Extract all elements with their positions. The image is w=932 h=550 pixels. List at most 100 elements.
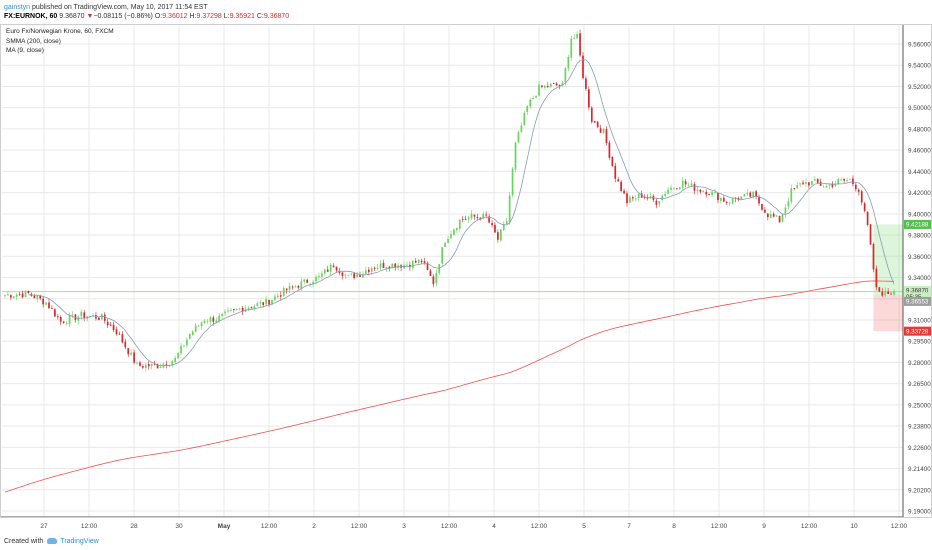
candle — [705, 189, 708, 198]
candle — [33, 293, 36, 299]
candle — [183, 344, 185, 348]
candle-body — [142, 366, 144, 368]
candle — [535, 94, 537, 99]
candle — [139, 360, 141, 367]
candle — [555, 82, 558, 86]
candle-body — [699, 189, 702, 192]
candle — [781, 213, 784, 223]
candle-body — [262, 302, 265, 306]
candle — [541, 85, 543, 89]
candle-body — [837, 178, 840, 184]
candle — [455, 227, 458, 233]
candle-body — [570, 38, 573, 58]
candle-body — [781, 214, 784, 222]
candle-body — [546, 85, 549, 88]
candle-body — [855, 184, 857, 190]
candle — [758, 194, 760, 207]
price-chart[interactable]: 9.56000 9.54000 9.52000 9.50000 9.48000 9.460… — [0, 24, 932, 532]
candle — [793, 187, 796, 191]
candle-body — [200, 322, 203, 327]
y-tick-label: 9.19000 — [908, 509, 931, 516]
candle-body — [473, 214, 476, 217]
candle-body — [626, 193, 628, 204]
candle — [717, 192, 719, 204]
candle-body — [714, 192, 716, 194]
candle — [588, 86, 590, 111]
candle-body — [33, 295, 36, 299]
candle — [247, 306, 250, 312]
axes — [0, 24, 932, 518]
x-tick-label: 5 — [582, 523, 586, 530]
candle-body — [470, 213, 473, 219]
candle — [144, 363, 147, 372]
candle — [221, 313, 223, 320]
candle — [18, 291, 21, 297]
candle-body — [359, 275, 361, 277]
candle — [341, 271, 344, 280]
candle — [235, 308, 238, 311]
y-tick-label: 9.25000 — [908, 402, 931, 409]
candle-body — [552, 83, 555, 84]
candle — [56, 314, 59, 320]
open-value: 9.36012 — [162, 13, 188, 20]
y-tick-label: 9.26500 — [908, 381, 931, 388]
candle-body — [605, 129, 608, 144]
countdown-badge-bg — [904, 292, 931, 302]
candle — [784, 203, 787, 218]
legend-smma[interactable]: SMMA (200, close) — [6, 37, 61, 45]
current-price-badge: 9.36870 — [906, 288, 929, 295]
candle — [514, 141, 517, 173]
candle — [265, 295, 267, 307]
candle-body — [740, 196, 743, 200]
candle-body — [180, 345, 182, 354]
candle — [731, 197, 734, 205]
open-label: O: — [154, 13, 163, 20]
candle-body — [95, 314, 97, 319]
created-with: Created with TradingView — [4, 534, 99, 550]
candle — [435, 269, 438, 287]
candle-body — [623, 190, 625, 194]
candle-body — [588, 89, 590, 108]
candle — [687, 182, 690, 188]
author-link[interactable]: gainstyn — [4, 4, 31, 11]
candle-body — [4, 295, 6, 296]
candle-body — [235, 309, 238, 310]
candle-body — [494, 224, 496, 233]
legend-ma[interactable]: MA (9, close) — [6, 47, 44, 54]
candle — [447, 235, 449, 244]
publish-info: gainstyn published on TradingView.com, M… — [4, 0, 208, 16]
candle-body — [611, 156, 614, 167]
candle-body — [186, 339, 188, 346]
chart-area[interactable]: 9.56000 9.54000 9.52000 9.50000 9.48000 9.460… — [0, 24, 932, 532]
candle-body — [124, 341, 127, 348]
candle — [65, 321, 68, 326]
candle — [720, 196, 722, 204]
x-tick-label: 12:00 — [81, 523, 98, 530]
candle-body — [74, 314, 77, 320]
candle-body — [51, 308, 53, 309]
candle — [532, 95, 534, 100]
tradingview-brand[interactable]: TradingView — [60, 538, 99, 545]
y-tick-label: 9.44000 — [908, 169, 931, 176]
tp-price-badge-bg — [904, 219, 931, 229]
candle — [766, 213, 769, 221]
low-value: 9.35921 — [229, 13, 255, 20]
y-tick-label: 9.20200 — [908, 487, 931, 494]
candle — [878, 286, 881, 292]
x-tick-label: 9 — [762, 523, 766, 530]
y-tick-label: 9.40000 — [908, 211, 931, 218]
y-tick-label: 9.38000 — [908, 233, 931, 240]
candle — [103, 312, 106, 324]
candle — [640, 190, 643, 198]
candle — [127, 347, 130, 358]
candle-body — [288, 285, 291, 290]
last-price: 9.36870 — [59, 13, 85, 20]
candle — [186, 337, 188, 348]
candle — [74, 314, 77, 323]
candle — [470, 209, 473, 221]
long-position-tool[interactable] — [873, 224, 903, 332]
candle-body — [321, 273, 323, 277]
candle — [27, 290, 30, 294]
candle — [24, 289, 27, 298]
candle — [256, 301, 259, 307]
